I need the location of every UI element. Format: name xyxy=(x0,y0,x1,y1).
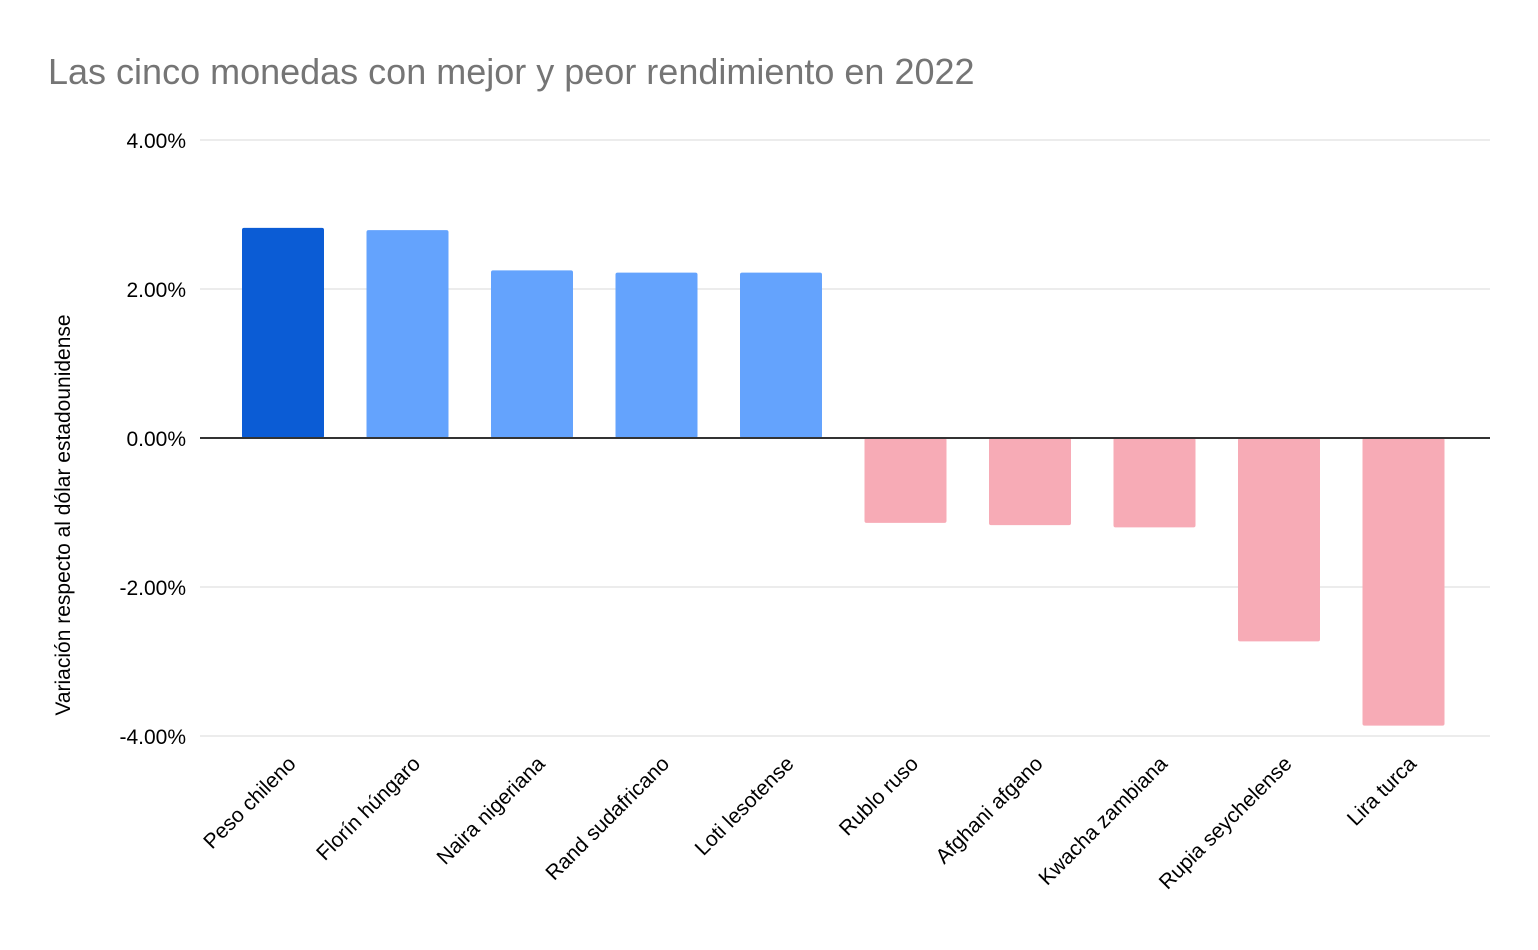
x-category-label: Naira nigeriana xyxy=(433,752,550,869)
bar-kwacha-zambiana xyxy=(1113,438,1196,528)
bars xyxy=(242,227,1445,726)
bar-naira-nigeriana xyxy=(491,270,573,438)
x-category-label: Rupia seychelense xyxy=(1155,752,1297,894)
x-category-label: Rublo ruso xyxy=(835,752,923,840)
y-tick-label: -4.00% xyxy=(119,726,186,749)
x-category-label: Peso chileno xyxy=(199,752,300,853)
bar-rublo-ruso xyxy=(864,438,947,523)
x-category-label: Loti lesotense xyxy=(691,752,799,860)
bar-lira-turca xyxy=(1362,438,1445,726)
chart-title: Las cinco monedas con mejor y peor rendi… xyxy=(48,51,975,92)
y-axis-ticks: 4.00% 2.00% 0.00% -2.00% -4.00% xyxy=(119,130,186,749)
x-category-label: Florín húngaro xyxy=(312,752,425,865)
y-axis-title: Variación respecto al dólar estadouniden… xyxy=(52,314,75,715)
x-category-label: Lira turca xyxy=(1343,752,1421,830)
x-category-label: Kwacha zambiana xyxy=(1034,752,1172,890)
y-tick-label: 4.00% xyxy=(126,130,186,153)
y-tick-label: 2.00% xyxy=(126,279,186,302)
bar-peso-chileno xyxy=(242,227,324,438)
y-tick-label: -2.00% xyxy=(119,577,186,600)
bar-rand-sudafricano xyxy=(615,272,698,438)
bar-florin-hungaro xyxy=(366,230,449,438)
y-tick-label: 0.00% xyxy=(126,428,186,451)
x-category-label: Afghani afgano xyxy=(931,752,1047,868)
bar-rupia-seychelense xyxy=(1238,438,1320,642)
x-axis-categories: Peso chileno Florín húngaro Naira nigerian… xyxy=(199,752,1421,894)
bar-loti-lesotense xyxy=(740,272,822,438)
x-category-label: Rand sudafricano xyxy=(541,752,674,885)
bar-afghani-afgano xyxy=(989,438,1071,526)
